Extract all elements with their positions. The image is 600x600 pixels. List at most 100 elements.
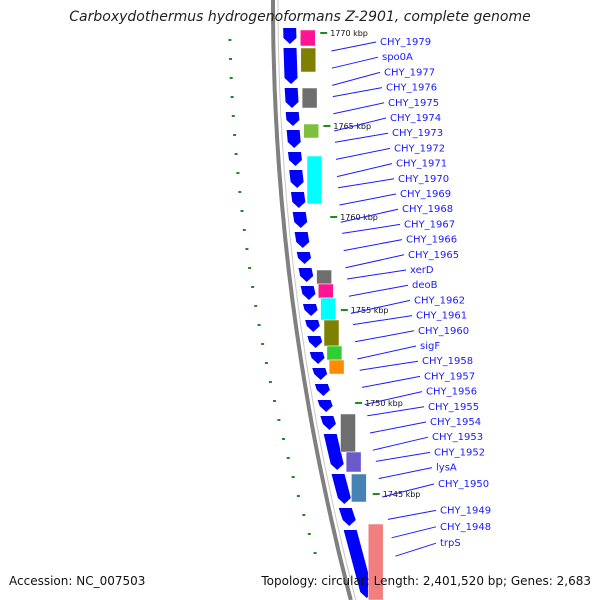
gene-leader-line bbox=[355, 330, 415, 343]
gene-leader-line bbox=[359, 360, 419, 371]
gene-leader-line bbox=[352, 315, 413, 326]
gene-leader-line bbox=[334, 132, 389, 143]
cog-feature-bar bbox=[300, 29, 316, 47]
gene-label: CHY_1953 bbox=[432, 432, 483, 443]
gene-label: CHY_1952 bbox=[434, 447, 485, 458]
gene-leader-line bbox=[348, 284, 409, 297]
gene-label: lysA bbox=[436, 463, 457, 474]
gene-arrow bbox=[289, 170, 304, 188]
gene-arrow bbox=[292, 212, 308, 228]
gene-label: CHY_1962 bbox=[414, 295, 465, 306]
gene-arrow bbox=[300, 286, 316, 300]
gene-arrow bbox=[283, 48, 298, 84]
gene-leader-line bbox=[369, 421, 427, 434]
cog-feature-bar bbox=[316, 269, 332, 285]
gene-leader-line bbox=[387, 509, 437, 520]
cog-feature-bar bbox=[328, 359, 345, 375]
gene-leader-line bbox=[367, 406, 425, 417]
gene-label: CHY_1973 bbox=[392, 128, 443, 139]
cog-feature-bar bbox=[345, 451, 362, 473]
cog-feature-bar bbox=[318, 283, 334, 299]
gene-label: CHY_1949 bbox=[440, 505, 491, 516]
cog-feature-bar bbox=[303, 123, 319, 139]
gene-label: CHY_1974 bbox=[390, 113, 441, 124]
gene-leader-line bbox=[331, 56, 379, 69]
gene-leader-line bbox=[350, 299, 411, 314]
cog-feature-bar bbox=[340, 413, 356, 453]
gene-leader-line bbox=[345, 254, 405, 269]
gene-arrow bbox=[331, 474, 351, 504]
kbp-label: 1760 kbp bbox=[340, 213, 378, 222]
cog-feature-bar bbox=[301, 87, 318, 109]
gene-label: CHY_1967 bbox=[404, 219, 455, 230]
gene-arrow bbox=[284, 88, 299, 108]
backbone-ring bbox=[271, 0, 353, 600]
gene-leader-line bbox=[395, 542, 437, 557]
map-title: Carboxydothermus hydrogenoformans Z-2901… bbox=[69, 9, 531, 25]
gene-label: CHY_1975 bbox=[388, 98, 439, 109]
gene-arrow bbox=[286, 130, 301, 148]
gene-arrow bbox=[290, 192, 306, 208]
gene-arrow bbox=[323, 434, 344, 470]
gene-label: CHY_1960 bbox=[418, 326, 469, 337]
cog-feature-bar bbox=[300, 47, 317, 73]
gene-arrow bbox=[314, 384, 330, 396]
gene-arrow bbox=[309, 352, 325, 364]
gene-leader-line bbox=[331, 41, 377, 52]
gene-arrow bbox=[298, 268, 314, 282]
gene-label: deoB bbox=[412, 280, 438, 291]
gene-label: CHY_1958 bbox=[422, 356, 473, 367]
gene-arrow bbox=[317, 400, 333, 412]
gene-arrow bbox=[302, 304, 318, 316]
gene-label: CHY_1977 bbox=[384, 67, 435, 78]
gene-leader-line bbox=[332, 71, 381, 86]
cog-feature-bar bbox=[323, 319, 340, 347]
backbone-ring-inner bbox=[277, 0, 357, 600]
kbp-label: 1770 kbp bbox=[330, 29, 368, 38]
gene-leader-line bbox=[333, 102, 385, 115]
gene-arrow bbox=[338, 508, 356, 526]
gene-leader-line bbox=[378, 467, 433, 480]
gene-label: CHY_1961 bbox=[416, 311, 467, 322]
gene-leader-line bbox=[334, 117, 387, 132]
gene-leader-line bbox=[340, 208, 399, 223]
gene-label: CHY_1971 bbox=[396, 159, 447, 170]
gene-leader-line bbox=[372, 436, 429, 451]
cog-feature-bar bbox=[320, 297, 336, 321]
gene-label: sigF bbox=[420, 341, 440, 352]
gene-label: CHY_1969 bbox=[400, 189, 451, 200]
kbp-label: 1750 kbp bbox=[365, 399, 403, 408]
gene-label: CHY_1956 bbox=[426, 387, 477, 398]
gene-label: CHY_1957 bbox=[424, 371, 475, 382]
gene-label: CHY_1966 bbox=[406, 235, 457, 246]
gene-arrow bbox=[312, 368, 328, 380]
accession-text: Accession: NC_007503 bbox=[9, 574, 146, 588]
gene-arrow bbox=[305, 320, 320, 332]
gene-leader-line bbox=[339, 193, 397, 206]
gene-leader-line bbox=[332, 87, 383, 98]
cog-feature-bar bbox=[351, 473, 367, 503]
genome-stats-text: Topology: circular; Length: 2,401,520 bp… bbox=[261, 574, 591, 588]
gene-leader-line bbox=[362, 375, 421, 388]
gene-arrow bbox=[320, 416, 336, 430]
kbp-label: 1755 kbp bbox=[351, 306, 389, 315]
gene-label: CHY_1972 bbox=[394, 143, 445, 154]
gene-label: trpS bbox=[440, 538, 461, 549]
gene-label: CHY_1970 bbox=[398, 174, 449, 185]
gene-leader-line bbox=[347, 269, 407, 280]
gene-arrow bbox=[307, 336, 323, 348]
cog-feature-bar bbox=[326, 345, 343, 361]
gene-leader-line bbox=[391, 526, 437, 539]
gene-leader-line bbox=[338, 178, 395, 189]
gene-label: CHY_1968 bbox=[402, 204, 453, 215]
gene-label: CHY_1955 bbox=[428, 402, 479, 413]
gene-label: CHY_1954 bbox=[430, 417, 481, 428]
gene-arrow bbox=[294, 232, 310, 248]
gene-label: CHY_1976 bbox=[386, 83, 437, 94]
gene-leader-line bbox=[375, 451, 431, 462]
gene-arrow bbox=[285, 112, 300, 126]
gene-leader-line bbox=[382, 483, 435, 498]
gene-label: spo0A bbox=[382, 52, 413, 63]
